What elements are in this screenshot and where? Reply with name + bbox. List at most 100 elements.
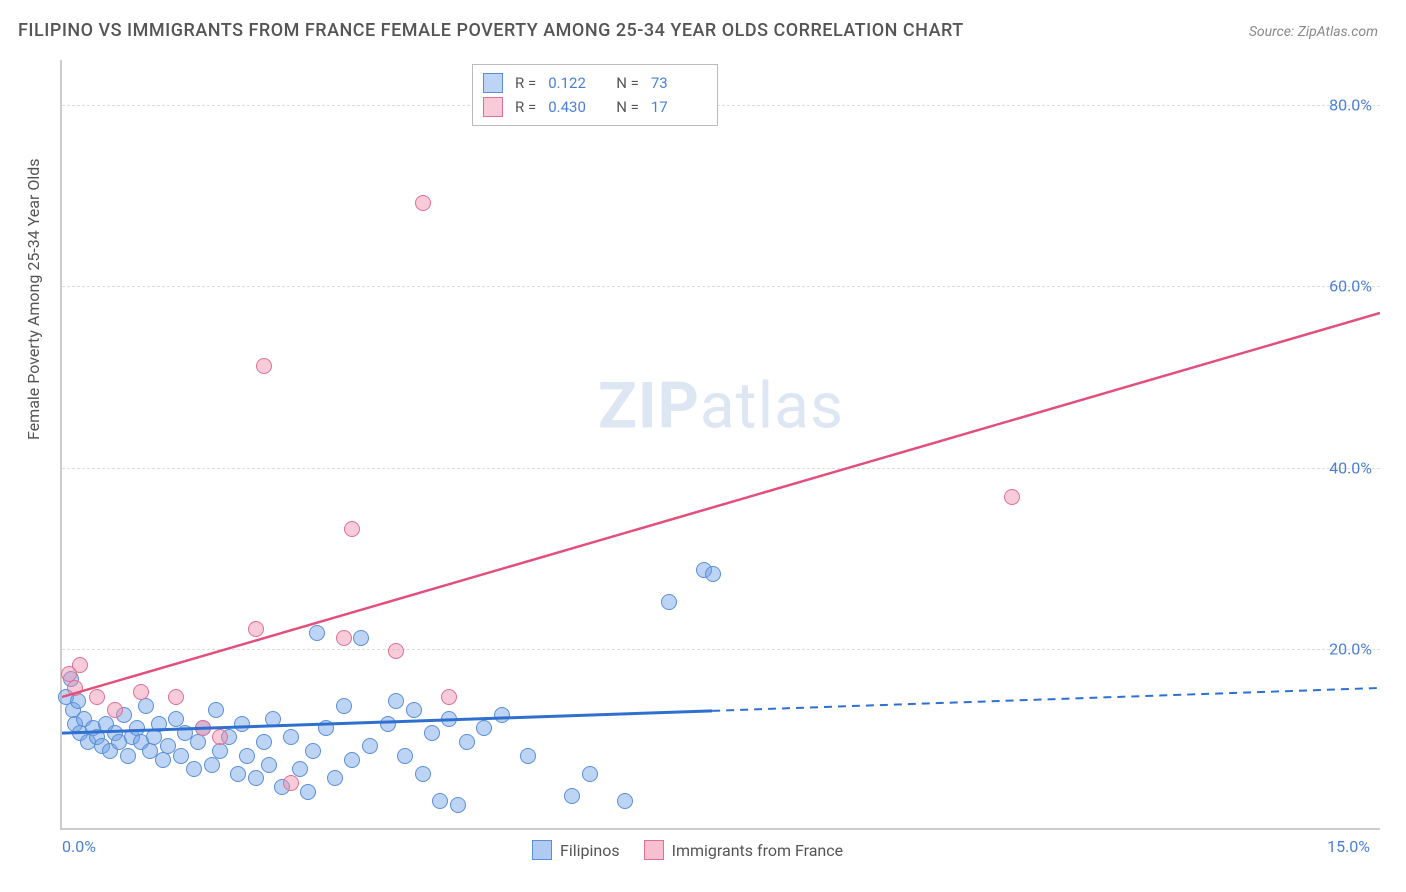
gridline xyxy=(62,105,1380,106)
data-point xyxy=(705,566,721,582)
data-point xyxy=(388,643,404,659)
data-point xyxy=(582,766,598,782)
y-tick: 20.0% xyxy=(1329,639,1382,658)
data-point xyxy=(208,702,224,718)
data-point xyxy=(336,698,352,714)
legend-r-value: 0.430 xyxy=(548,95,600,119)
legend-swatch xyxy=(532,840,552,860)
data-point xyxy=(441,711,457,727)
data-point xyxy=(406,702,422,718)
source-label: Source: ZipAtlas.com xyxy=(1249,24,1378,40)
watermark-bold: ZIP xyxy=(598,368,700,443)
trend-line-dashed xyxy=(712,688,1380,711)
y-axis-label: Female Poverty Among 25-34 Year Olds xyxy=(24,158,43,440)
y-tick: 80.0% xyxy=(1329,96,1382,115)
plot-area: R =0.122N =73R =0.430N =17 ZIPatlas 0.0%… xyxy=(60,60,1380,830)
y-tick: 40.0% xyxy=(1329,458,1382,477)
data-point xyxy=(67,680,83,696)
data-point xyxy=(661,594,677,610)
data-point xyxy=(248,621,264,637)
legend-r-value: 0.122 xyxy=(548,71,600,95)
data-point xyxy=(309,625,325,641)
data-point xyxy=(256,734,272,750)
data-point xyxy=(248,770,264,786)
legend-swatch xyxy=(483,97,503,117)
data-point xyxy=(256,358,272,374)
data-point xyxy=(261,757,277,773)
legend-r-label: R = xyxy=(515,95,536,119)
watermark: ZIPatlas xyxy=(598,368,844,443)
data-point xyxy=(305,743,321,759)
data-point xyxy=(151,716,167,732)
legend-r-label: R = xyxy=(515,71,536,95)
data-point xyxy=(327,770,343,786)
data-point xyxy=(72,657,88,673)
data-point xyxy=(424,725,440,741)
data-point xyxy=(155,752,171,768)
data-point xyxy=(1004,489,1020,505)
data-point xyxy=(344,521,360,537)
legend-swatch xyxy=(483,73,503,93)
data-point xyxy=(190,734,206,750)
legend-row: R = 0.430 N = 17 xyxy=(483,95,703,119)
x-tick-min: 0.0% xyxy=(62,837,96,856)
data-point xyxy=(168,689,184,705)
gridline xyxy=(62,468,1380,469)
legend-n-value: 17 xyxy=(651,95,703,119)
data-point xyxy=(380,716,396,732)
data-point xyxy=(397,748,413,764)
data-point xyxy=(173,748,189,764)
data-point xyxy=(234,716,250,732)
data-point xyxy=(415,766,431,782)
data-point xyxy=(344,752,360,768)
legend-n-value: 73 xyxy=(651,71,703,95)
legend-item: Immigrants from France xyxy=(644,840,844,860)
data-point xyxy=(300,784,316,800)
legend-label: Immigrants from France xyxy=(672,841,844,860)
trend-lines-layer xyxy=(62,60,1380,828)
legend-n-label: N = xyxy=(616,71,639,95)
data-point xyxy=(494,707,510,723)
legend-swatch xyxy=(644,840,664,860)
data-point xyxy=(265,711,281,727)
data-point xyxy=(617,793,633,809)
data-point xyxy=(520,748,536,764)
data-point xyxy=(476,720,492,736)
data-point xyxy=(336,630,352,646)
data-point xyxy=(432,793,448,809)
data-point xyxy=(204,757,220,773)
data-point xyxy=(107,702,123,718)
gridline xyxy=(62,286,1380,287)
data-point xyxy=(283,729,299,745)
data-point xyxy=(388,693,404,709)
data-point xyxy=(353,630,369,646)
y-tick: 60.0% xyxy=(1329,277,1382,296)
data-point xyxy=(441,689,457,705)
data-point xyxy=(564,788,580,804)
data-point xyxy=(186,761,202,777)
watermark-rest: atlas xyxy=(700,368,844,443)
data-point xyxy=(230,766,246,782)
data-point xyxy=(70,693,86,709)
data-point xyxy=(450,797,466,813)
data-point xyxy=(362,738,378,754)
legend-n-label: N = xyxy=(616,95,639,119)
data-point xyxy=(459,734,475,750)
legend-row: R = 0.122 N = 73 xyxy=(483,71,703,95)
data-point xyxy=(212,729,228,745)
gridline xyxy=(62,649,1380,650)
data-point xyxy=(239,748,255,764)
data-point xyxy=(195,720,211,736)
x-tick-max: 15.0% xyxy=(1327,837,1370,856)
correlation-legend: R = 0.122 N = 73 R = 0.430 N = 17 xyxy=(472,64,718,126)
series-legend: Filipinos Immigrants from France xyxy=(532,840,843,860)
data-point xyxy=(415,195,431,211)
data-point xyxy=(89,689,105,705)
data-point xyxy=(133,684,149,700)
legend-item: Filipinos xyxy=(532,840,620,860)
data-point xyxy=(283,775,299,791)
data-point xyxy=(318,720,334,736)
data-point xyxy=(120,748,136,764)
chart-title: FILIPINO VS IMMIGRANTS FROM FRANCE FEMAL… xyxy=(18,20,964,41)
legend-label: Filipinos xyxy=(560,841,620,860)
